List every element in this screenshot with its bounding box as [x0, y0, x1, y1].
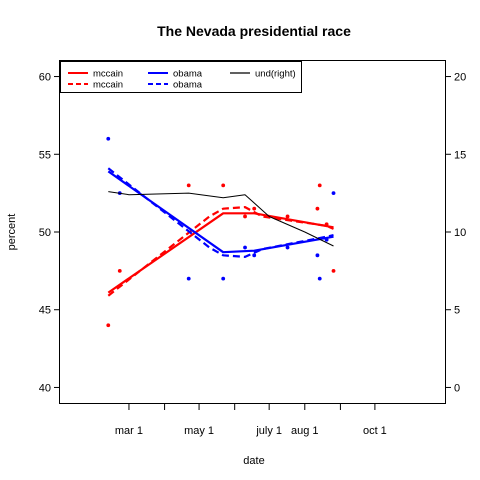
mccain-points-point	[252, 206, 257, 211]
mccain-points-point	[106, 323, 111, 328]
x-tick-label: aug 1	[291, 425, 319, 437]
obama-points-point	[285, 245, 290, 250]
x-tick-label: july 1	[255, 425, 282, 437]
mccain-points-point	[285, 214, 290, 219]
obama-points-point	[221, 276, 226, 281]
mccain-dashed-line	[107, 206, 334, 297]
legend-label: mccain	[93, 69, 123, 80]
chart-title: The Nevada presidential race	[157, 23, 351, 39]
obama-points-point	[186, 276, 191, 281]
obama-points-point	[317, 276, 322, 281]
y-right-tick-label: 10	[454, 227, 466, 239]
y-right-tick-label: 0	[454, 382, 460, 394]
y-left-tick-label: 50	[39, 227, 51, 239]
y-left-tick-label: 45	[39, 305, 51, 317]
obama-points-point	[106, 136, 111, 141]
obama-points-point	[252, 253, 257, 258]
legend-label: und(right)	[255, 69, 296, 80]
obama-solid-line	[107, 170, 334, 254]
obama-points-point	[331, 191, 336, 196]
x-tick-label: oct 1	[363, 425, 387, 437]
legend-label: obama	[173, 69, 203, 80]
obama-dashed-line	[107, 167, 334, 258]
mccain-points-point	[317, 183, 322, 188]
obama-points-point	[315, 253, 320, 258]
plot-frame	[59, 60, 446, 404]
und-line	[108, 191, 334, 247]
x-axis: mar 1 may 1 july 1 aug 1 oct 1	[115, 403, 387, 437]
legend-label: mccain	[93, 80, 123, 91]
y-right-tick-label: 5	[454, 305, 460, 317]
y-axis-left: 40 45 50 55 60	[39, 72, 60, 394]
y-right-tick-label: 20	[454, 72, 466, 84]
y-left-tick-label: 40	[39, 382, 51, 394]
mccain-points-point	[331, 268, 336, 273]
mccain-points-point	[315, 206, 320, 211]
x-tick-label: mar 1	[115, 425, 143, 437]
series-layer	[106, 136, 336, 328]
mccain-points-point	[243, 214, 247, 219]
legend-box	[60, 61, 302, 93]
y-left-tick-label: 60	[39, 72, 51, 84]
mccain-solid-line	[107, 212, 334, 294]
mccain-points-point	[221, 183, 226, 188]
x-axis-label: date	[243, 455, 264, 467]
y-right-tick-label: 15	[454, 149, 466, 161]
mccain-points-point	[186, 183, 191, 188]
y-left-tick-label: 55	[39, 149, 51, 161]
x-tick-label: may 1	[184, 425, 214, 437]
legend-label: obama	[173, 80, 203, 91]
y-axis-label: percent	[6, 214, 18, 251]
y-axis-right: 0 5 10 15 20	[445, 72, 466, 394]
mccain-points-point	[117, 268, 122, 273]
obama-points-point	[243, 245, 247, 250]
